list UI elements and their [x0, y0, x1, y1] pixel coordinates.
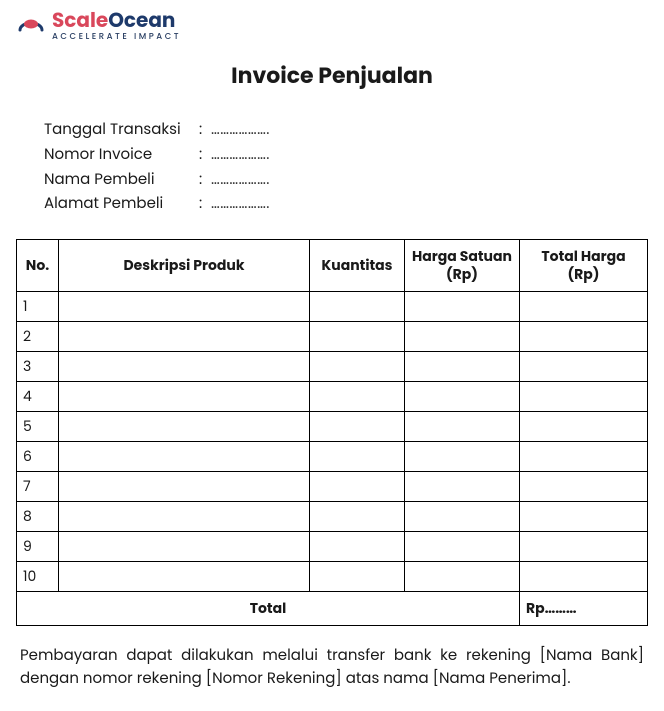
cell-unit — [405, 532, 520, 562]
cell-desc — [59, 352, 310, 382]
meta-label: Nomor Invoice — [44, 143, 199, 168]
cell-total — [520, 322, 648, 352]
meta-value: ………………. — [211, 118, 270, 143]
meta-colon: : — [199, 118, 211, 143]
cell-desc — [59, 412, 310, 442]
cell-desc — [59, 562, 310, 592]
table-row: 2 — [17, 322, 648, 352]
cell-qty — [310, 322, 405, 352]
total-label: Total — [17, 592, 520, 626]
cell-unit — [405, 412, 520, 442]
payment-note: Pembayaran dapat dilakukan melalui trans… — [16, 644, 648, 691]
col-quantity: Kuantitas — [310, 240, 405, 292]
invoice-table: No. Deskripsi Produk Kuantitas Harga Sat… — [16, 239, 648, 626]
cell-total — [520, 382, 648, 412]
meta-row: Alamat Pembeli:………………. — [44, 192, 648, 217]
cell-desc — [59, 382, 310, 412]
cell-qty — [310, 412, 405, 442]
cell-unit — [405, 382, 520, 412]
cell-desc — [59, 292, 310, 322]
cell-no: 5 — [17, 412, 59, 442]
cell-no: 10 — [17, 562, 59, 592]
meta-value: ………………. — [211, 143, 270, 168]
table-total-row: Total Rp……… — [17, 592, 648, 626]
cell-desc — [59, 442, 310, 472]
cell-desc — [59, 322, 310, 352]
cell-unit — [405, 442, 520, 472]
cell-total — [520, 412, 648, 442]
table-row: 5 — [17, 412, 648, 442]
cell-total — [520, 502, 648, 532]
cell-total — [520, 442, 648, 472]
meta-label: Tanggal Transaksi — [44, 118, 199, 143]
col-unit-price: Harga Satuan (Rp) — [405, 240, 520, 292]
meta-colon: : — [199, 143, 211, 168]
cell-total — [520, 532, 648, 562]
table-row: 4 — [17, 382, 648, 412]
cell-total — [520, 472, 648, 502]
col-total-price: Total Harga (Rp) — [520, 240, 648, 292]
table-row: 3 — [17, 352, 648, 382]
meta-label: Alamat Pembeli — [44, 192, 199, 217]
cell-qty — [310, 352, 405, 382]
cell-no: 2 — [17, 322, 59, 352]
cell-no: 9 — [17, 532, 59, 562]
table-row: 10 — [17, 562, 648, 592]
cell-qty — [310, 472, 405, 502]
cell-qty — [310, 532, 405, 562]
cell-total — [520, 352, 648, 382]
brand-tagline: ACCELERATE IMPACT — [52, 32, 181, 41]
cell-total — [520, 562, 648, 592]
meta-value: ………………. — [211, 192, 270, 217]
cell-no: 4 — [17, 382, 59, 412]
cell-unit — [405, 502, 520, 532]
col-description: Deskripsi Produk — [59, 240, 310, 292]
cell-no: 8 — [17, 502, 59, 532]
table-row: 1 — [17, 292, 648, 322]
cell-no: 3 — [17, 352, 59, 382]
cell-unit — [405, 472, 520, 502]
cell-qty — [310, 442, 405, 472]
cell-total — [520, 292, 648, 322]
page-title: Invoice Penjualan — [16, 59, 648, 92]
cell-no: 6 — [17, 442, 59, 472]
cell-unit — [405, 352, 520, 382]
cell-no: 1 — [17, 292, 59, 322]
table-header-row: No. Deskripsi Produk Kuantitas Harga Sat… — [17, 240, 648, 292]
meta-colon: : — [199, 192, 211, 217]
cell-no: 7 — [17, 472, 59, 502]
table-row: 9 — [17, 532, 648, 562]
table-row: 6 — [17, 442, 648, 472]
meta-row: Nama Pembeli:………………. — [44, 168, 648, 193]
cell-unit — [405, 562, 520, 592]
meta-colon: : — [199, 168, 211, 193]
cell-qty — [310, 382, 405, 412]
cell-qty — [310, 292, 405, 322]
cell-desc — [59, 502, 310, 532]
meta-value: ………………. — [211, 168, 270, 193]
cell-unit — [405, 292, 520, 322]
cell-desc — [59, 472, 310, 502]
cell-unit — [405, 322, 520, 352]
col-no: No. — [17, 240, 59, 292]
brand-name: ScaleOcean — [52, 10, 181, 30]
table-row: 8 — [17, 502, 648, 532]
meta-row: Tanggal Transaksi:………………. — [44, 118, 648, 143]
table-row: 7 — [17, 472, 648, 502]
scaleocean-logo-icon — [16, 10, 46, 41]
meta-row: Nomor Invoice:………………. — [44, 143, 648, 168]
cell-qty — [310, 502, 405, 532]
cell-qty — [310, 562, 405, 592]
total-value: Rp……… — [520, 592, 648, 626]
brand-logo: ScaleOcean ACCELERATE IMPACT — [16, 10, 648, 41]
meta-label: Nama Pembeli — [44, 168, 199, 193]
cell-desc — [59, 532, 310, 562]
invoice-meta: Tanggal Transaksi:……………….Nomor Invoice:…… — [44, 118, 648, 217]
